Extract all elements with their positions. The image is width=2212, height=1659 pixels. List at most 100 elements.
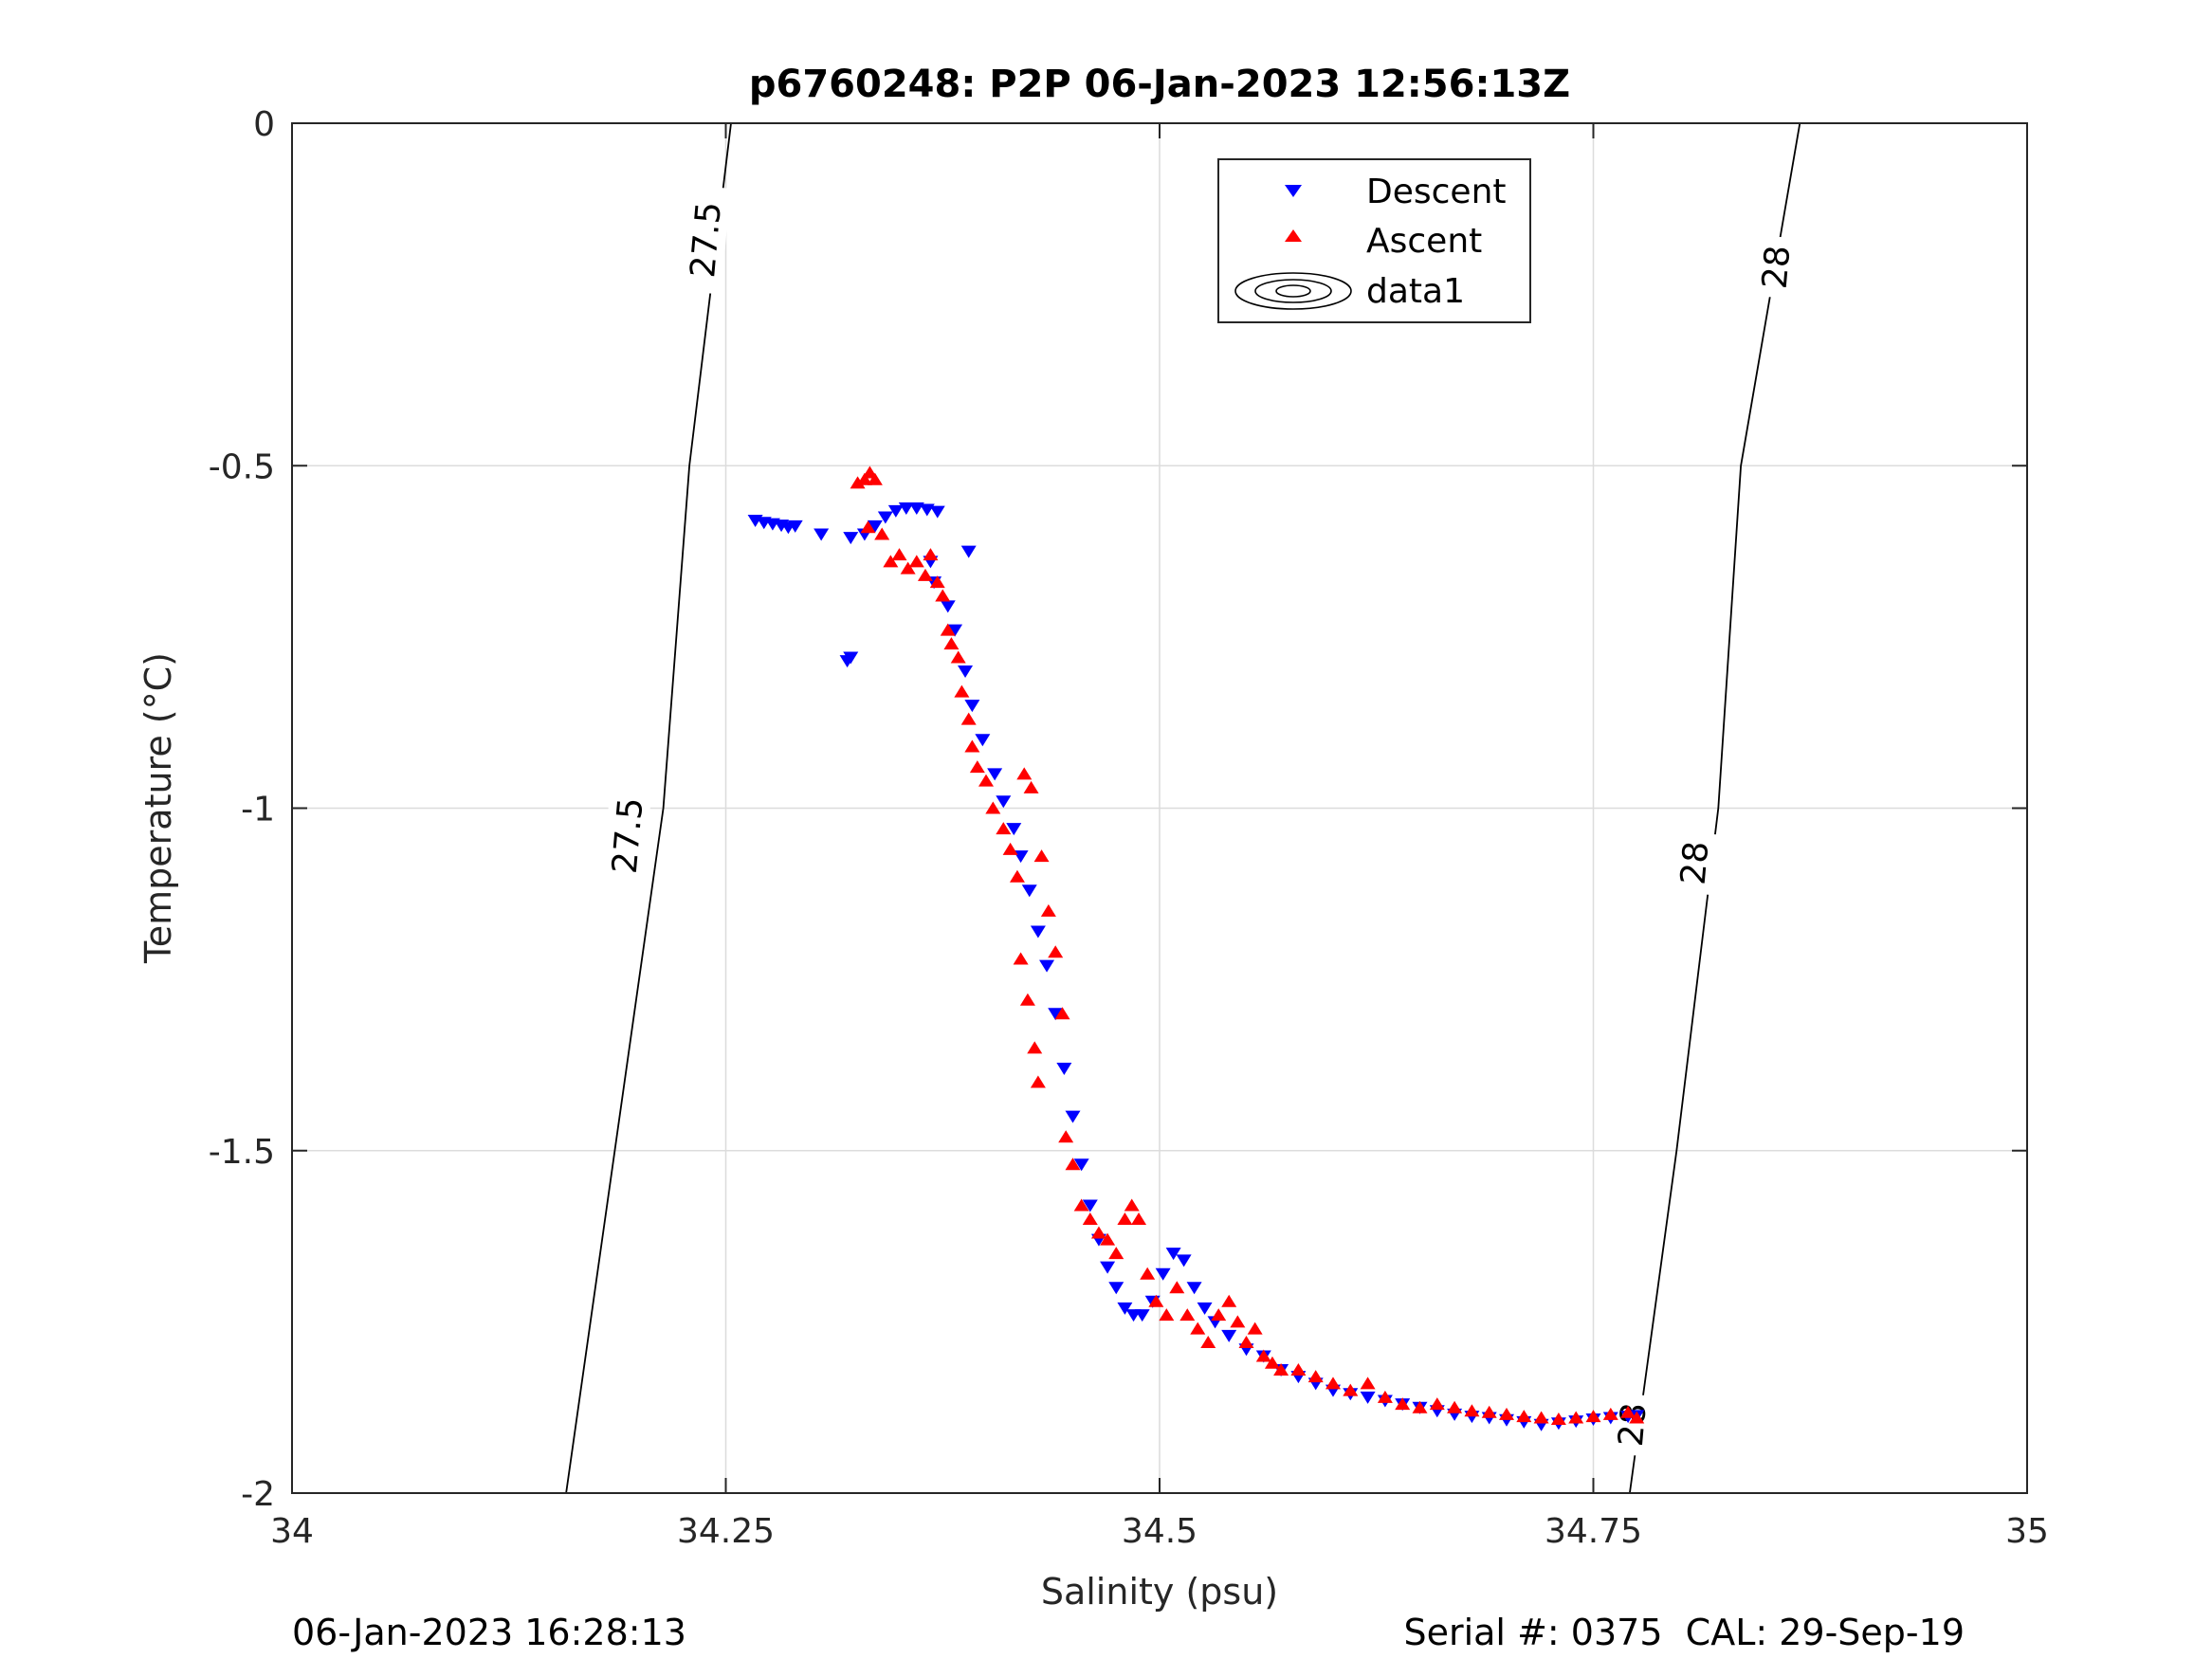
- ascent-point: [1412, 1400, 1428, 1413]
- descent-point: [1082, 1199, 1098, 1212]
- ascent-point: [1027, 1041, 1043, 1054]
- legend-descent-label: Descent: [1366, 173, 1507, 211]
- descent-point: [996, 795, 1012, 809]
- contour-label: 28: [1670, 830, 1718, 896]
- legend-descent-marker: [1285, 185, 1302, 197]
- ascent-point: [1009, 869, 1025, 883]
- descent-point: [877, 511, 893, 524]
- descent-point: [1006, 823, 1022, 836]
- ascent-point: [1117, 1212, 1133, 1225]
- descent-point: [1176, 1254, 1192, 1267]
- ascent-point: [1273, 1362, 1289, 1376]
- contour-label-text: 28: [1674, 840, 1717, 886]
- contour-label: 27.5: [679, 185, 731, 295]
- descent-point: [929, 505, 945, 519]
- ascent-point: [1082, 1212, 1098, 1225]
- descent-point: [887, 504, 904, 518]
- ascent-point: [1429, 1397, 1445, 1411]
- ascent-point: [1568, 1411, 1584, 1424]
- ascent-point: [1100, 1232, 1116, 1246]
- ascent-point: [1148, 1294, 1164, 1307]
- ascent-point: [908, 555, 924, 568]
- x-tick-label: 35: [2005, 1512, 2049, 1551]
- y-tick-label: 0: [253, 105, 275, 144]
- ascent-point: [1307, 1370, 1324, 1383]
- ascent-point: [1016, 767, 1033, 780]
- ascent-point: [1447, 1400, 1463, 1413]
- y-axis-ticks: 0 -0.5 -1 -1.5 -2: [209, 105, 2027, 1514]
- legend: Descent Ascent data1: [1217, 158, 1531, 323]
- ascent-point: [923, 548, 939, 561]
- y-tick-label: -2: [241, 1475, 275, 1514]
- legend-ascent-marker: [1285, 229, 1302, 242]
- descent-point: [898, 502, 914, 516]
- ascent-point: [1264, 1356, 1280, 1369]
- ascent-point: [950, 650, 966, 664]
- descent-point: [843, 532, 859, 545]
- x-axis-label: Salinity (psu): [1041, 1571, 1278, 1613]
- ascent-point: [1131, 1212, 1147, 1225]
- descent-point: [987, 768, 1003, 781]
- ascent-point: [954, 684, 970, 698]
- descent-point: [1117, 1302, 1133, 1315]
- ascent-point: [929, 575, 945, 589]
- x-tick-label: 34.25: [677, 1512, 775, 1551]
- legend-ascent-label: Ascent: [1366, 222, 1482, 261]
- descent-point: [867, 520, 883, 533]
- ascent-point: [1481, 1405, 1497, 1418]
- ascent-point: [1395, 1397, 1411, 1411]
- ascent-point: [1058, 1130, 1074, 1143]
- y-tick-label: -1: [241, 791, 275, 830]
- descent-point: [964, 700, 980, 713]
- ascent-point: [1290, 1362, 1307, 1376]
- ascent-point: [1360, 1376, 1376, 1390]
- ascent-point: [1159, 1308, 1175, 1322]
- ascent-point: [1023, 780, 1039, 793]
- ascent-point: [1019, 993, 1035, 1006]
- plot-area: 27.5 27.5 28 28 28: [291, 122, 2028, 1494]
- ascent-point: [985, 801, 1001, 814]
- descent-point: [787, 520, 803, 533]
- contour-label-background: [1608, 1393, 1655, 1457]
- density-contour-27.5: [565, 122, 732, 1494]
- descent-point: [1108, 1282, 1124, 1295]
- ascent-point: [1033, 849, 1050, 863]
- ascent-point: [964, 739, 980, 753]
- ascent-point: [860, 520, 876, 534]
- descent-point: [940, 600, 956, 613]
- density-contour-labels: 27.5 27.5 28 28 28: [601, 185, 1800, 1457]
- ascent-point: [1013, 952, 1029, 965]
- ascent-point: [940, 623, 956, 636]
- ascent-point: [1343, 1383, 1359, 1396]
- contour-label-background: [1751, 234, 1800, 300]
- ascent-point: [1030, 1075, 1046, 1088]
- ascent-point: [1054, 1007, 1070, 1020]
- ascent-point: [935, 589, 951, 602]
- ascent-point: [1200, 1336, 1216, 1349]
- footer-timestamp: 06-Jan-2023 16:28:13: [292, 1612, 686, 1653]
- legend-data1-label: data1: [1366, 272, 1465, 311]
- chart-title: p6760248: P2P 06-Jan-2023 12:56:13Z: [749, 63, 1570, 106]
- ascent-point: [1550, 1412, 1566, 1425]
- ascent-point: [1602, 1407, 1618, 1420]
- descent-point: [1030, 925, 1046, 939]
- descent-point: [947, 624, 963, 637]
- ascent-point: [900, 561, 916, 574]
- ascent-point: [883, 555, 899, 568]
- ascent-point: [874, 527, 890, 540]
- ascent-point: [1073, 1198, 1089, 1212]
- y-tick-label: -0.5: [209, 447, 275, 486]
- descent-point: [814, 528, 830, 541]
- ascent-point: [1247, 1322, 1263, 1335]
- ascent-point: [960, 712, 977, 725]
- ascent-point: [1179, 1308, 1196, 1322]
- ascent-series: [850, 465, 1645, 1425]
- y-tick-label: -1.5: [209, 1133, 275, 1172]
- descent-point: [1039, 959, 1055, 973]
- contour-label: 27.5: [601, 780, 652, 891]
- y-axis-label: Temperature (°C): [137, 652, 179, 964]
- contour-label: 28: [1751, 234, 1800, 300]
- ascent-point: [1629, 1411, 1645, 1424]
- descent-point: [1221, 1329, 1237, 1342]
